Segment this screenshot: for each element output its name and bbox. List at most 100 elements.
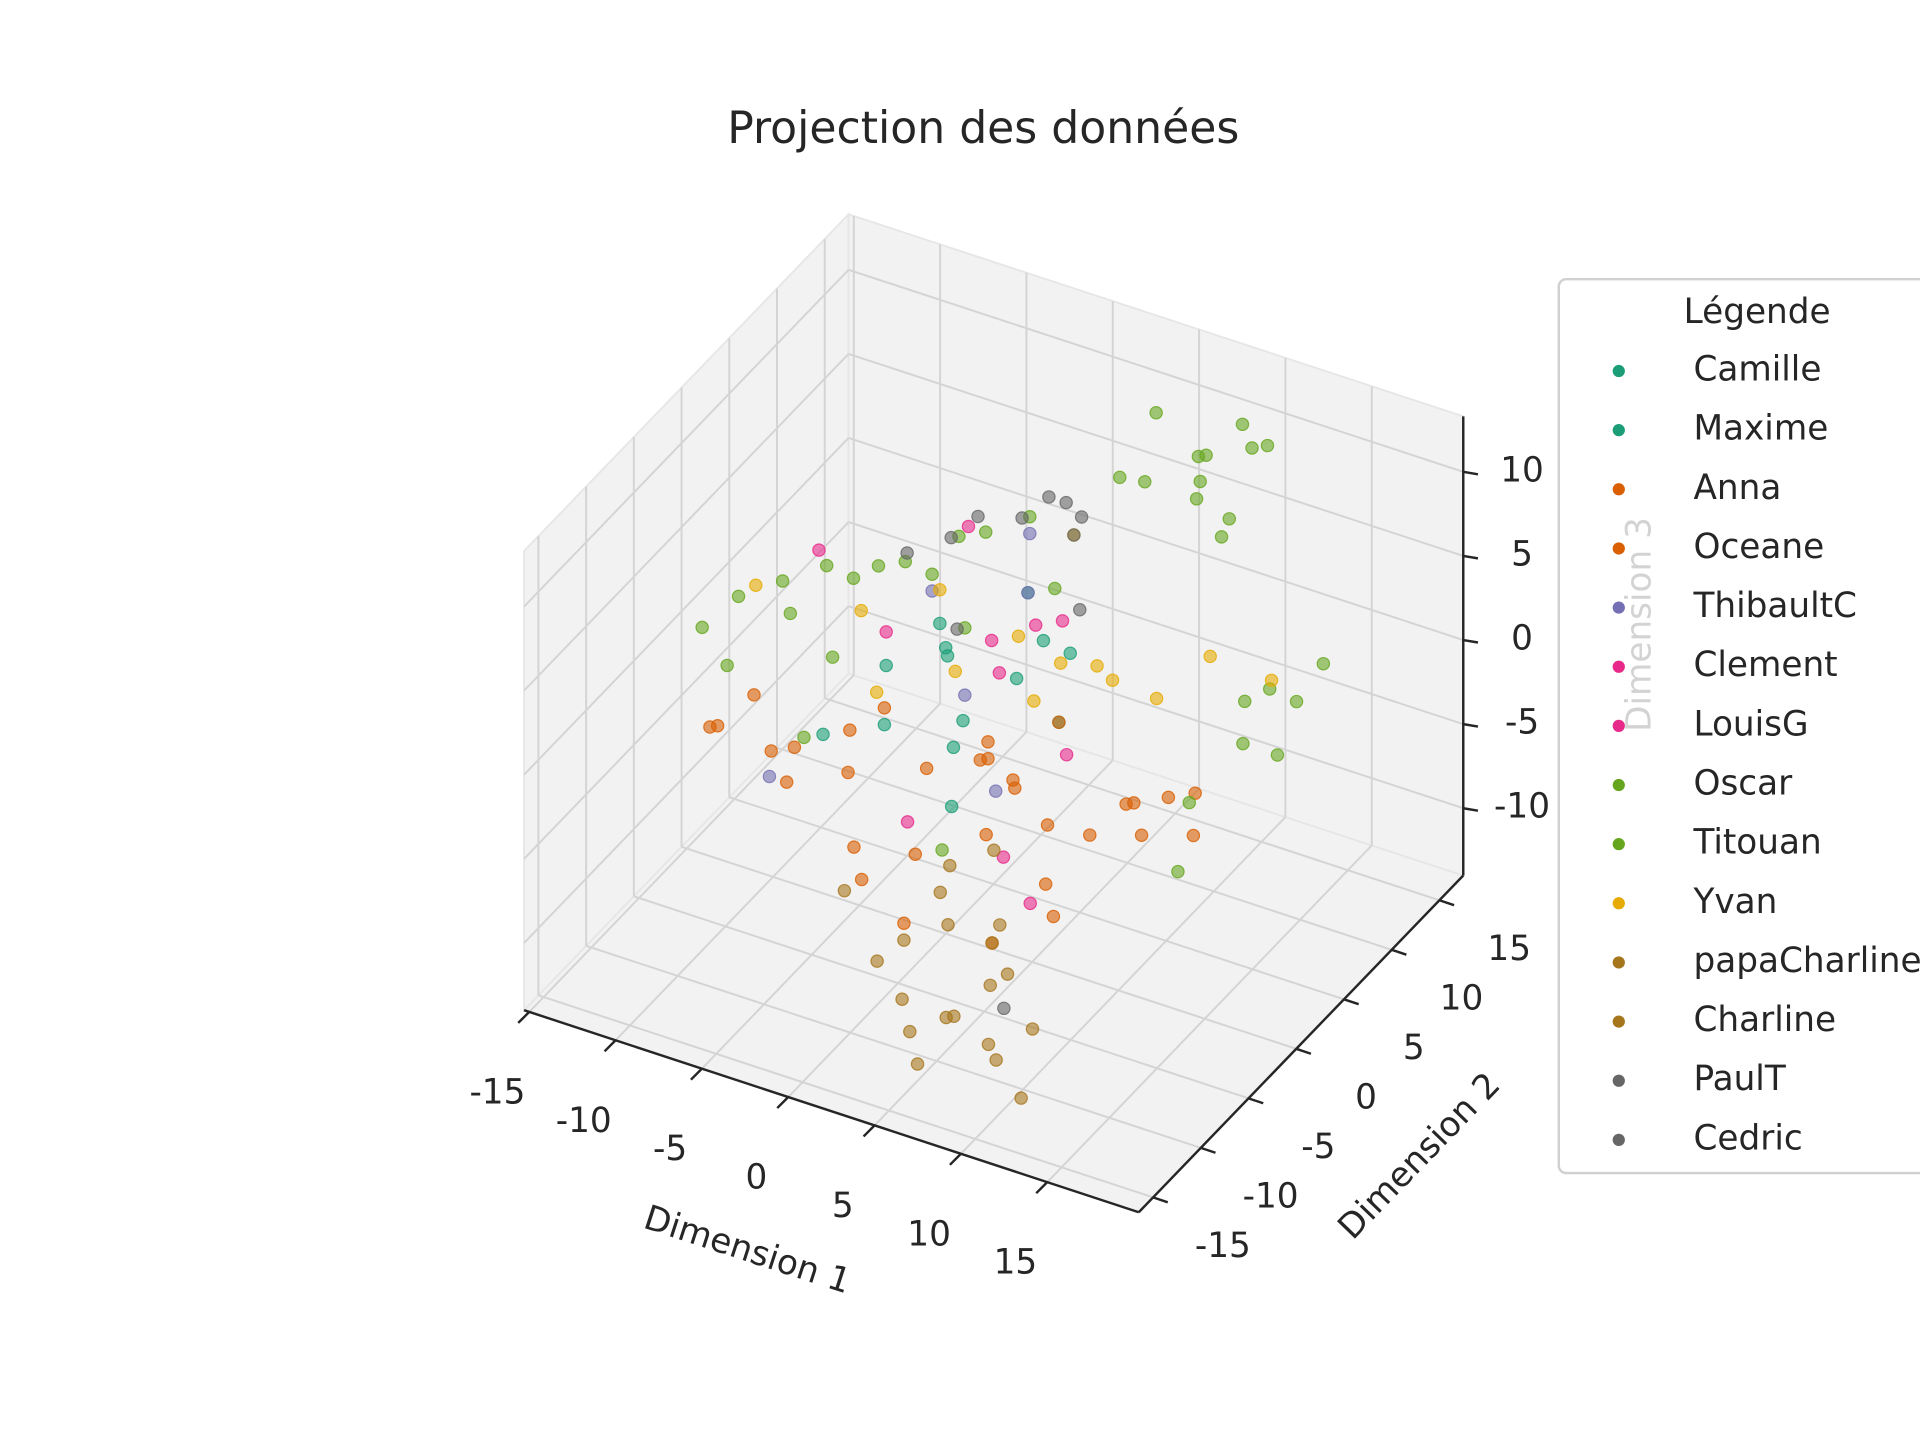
data-point bbox=[940, 649, 955, 663]
data-point bbox=[847, 840, 861, 854]
data-point bbox=[1119, 797, 1133, 811]
data-point bbox=[764, 744, 778, 758]
data-point bbox=[971, 509, 985, 524]
points bbox=[695, 406, 1331, 1105]
data-point bbox=[1083, 828, 1097, 842]
legend-marker bbox=[1612, 483, 1625, 496]
grid-line bbox=[848, 437, 1464, 641]
x-tick-label: 0 bbox=[746, 1158, 768, 1198]
data-point bbox=[1189, 492, 1204, 506]
legend-marker bbox=[1612, 897, 1625, 910]
tick-mark bbox=[776, 1096, 790, 1109]
tick-mark bbox=[1463, 470, 1479, 476]
legend-label: papaCharline bbox=[1693, 941, 1920, 981]
legend-label: Titouan bbox=[1692, 823, 1821, 863]
legend-label: Maxime bbox=[1693, 409, 1828, 449]
data-point bbox=[1188, 786, 1202, 800]
legend-marker bbox=[1612, 1074, 1625, 1087]
legend-title: Légende bbox=[1684, 292, 1831, 332]
x-tick-label: -10 bbox=[556, 1101, 612, 1141]
data-point bbox=[897, 933, 911, 947]
data-point bbox=[854, 603, 868, 618]
data-point bbox=[816, 727, 830, 742]
data-point bbox=[1063, 646, 1077, 660]
data-point bbox=[1028, 618, 1043, 632]
tick-mark bbox=[862, 1124, 876, 1138]
chart-title: Projection des données bbox=[727, 103, 1239, 154]
data-point bbox=[900, 546, 914, 560]
data-point bbox=[1193, 474, 1207, 489]
data-point bbox=[992, 666, 1007, 680]
data-point bbox=[1023, 526, 1037, 541]
data-point bbox=[1149, 691, 1164, 706]
data-point bbox=[783, 606, 798, 621]
data-point bbox=[983, 978, 997, 993]
data-point bbox=[919, 761, 934, 776]
tick-mark bbox=[1248, 1097, 1264, 1105]
legend-marker bbox=[1612, 1015, 1625, 1028]
tick-mark bbox=[603, 1039, 617, 1053]
data-point bbox=[1027, 694, 1041, 708]
data-point bbox=[841, 765, 855, 780]
grid-line bbox=[701, 731, 1028, 1070]
legend-label: ThibaultC bbox=[1692, 586, 1857, 626]
tick-mark bbox=[1200, 1146, 1216, 1154]
grid-line bbox=[523, 437, 850, 776]
data-point bbox=[1042, 490, 1056, 504]
data-point bbox=[1236, 736, 1250, 751]
y-tick-label: 5 bbox=[1403, 1028, 1425, 1068]
data-point bbox=[825, 650, 840, 664]
data-point bbox=[1203, 649, 1217, 664]
data-point bbox=[1036, 633, 1051, 648]
data-point bbox=[925, 567, 939, 581]
data-point bbox=[1186, 828, 1201, 843]
grid-line bbox=[848, 352, 1464, 557]
grid-line bbox=[528, 674, 855, 1013]
data-point bbox=[879, 658, 893, 673]
data-point bbox=[1171, 864, 1185, 879]
y-tick-label: -15 bbox=[1195, 1226, 1251, 1266]
data-point bbox=[1105, 673, 1120, 687]
data-point bbox=[879, 625, 893, 639]
y-axis-line bbox=[1137, 874, 1465, 1214]
x-axis-label: Dimension 1 bbox=[639, 1198, 856, 1302]
grid-line bbox=[848, 268, 1464, 473]
legend-label: Anna bbox=[1693, 468, 1781, 508]
data-point bbox=[1053, 656, 1068, 670]
data-point bbox=[877, 701, 892, 715]
data-point bbox=[935, 843, 949, 857]
data-point bbox=[1316, 656, 1331, 671]
data-point bbox=[871, 559, 886, 573]
data-point bbox=[775, 574, 790, 588]
data-point bbox=[1014, 1091, 1028, 1105]
data-point bbox=[987, 843, 1001, 857]
legend-marker bbox=[1612, 778, 1625, 792]
legend-marker bbox=[1612, 542, 1625, 555]
data-point bbox=[903, 1024, 917, 1039]
data-point bbox=[1015, 511, 1029, 525]
tick-mark bbox=[949, 1152, 962, 1166]
data-point bbox=[985, 936, 999, 950]
data-point bbox=[1161, 790, 1176, 805]
tick-mark bbox=[1463, 638, 1479, 644]
legend-label: Camille bbox=[1693, 350, 1821, 390]
legend-marker bbox=[1612, 838, 1625, 851]
data-point bbox=[897, 916, 911, 931]
grid-line bbox=[523, 605, 850, 944]
y-tick-label: -10 bbox=[1243, 1177, 1299, 1217]
data-point bbox=[1235, 417, 1250, 432]
z-tick-label: 0 bbox=[1511, 619, 1533, 659]
data-point bbox=[941, 917, 955, 932]
legend-box bbox=[1557, 277, 1920, 1175]
data-point bbox=[797, 730, 811, 745]
grid-line bbox=[848, 605, 1464, 810]
legend: Légende Camille Maxime Anna Oceane ThibaultC… bbox=[1557, 277, 1920, 1175]
data-point bbox=[944, 530, 958, 545]
data-point bbox=[1038, 877, 1053, 891]
data-point bbox=[787, 740, 802, 754]
data-point bbox=[1073, 602, 1087, 617]
data-point bbox=[910, 1057, 925, 1071]
tick-mark bbox=[1343, 998, 1360, 1006]
